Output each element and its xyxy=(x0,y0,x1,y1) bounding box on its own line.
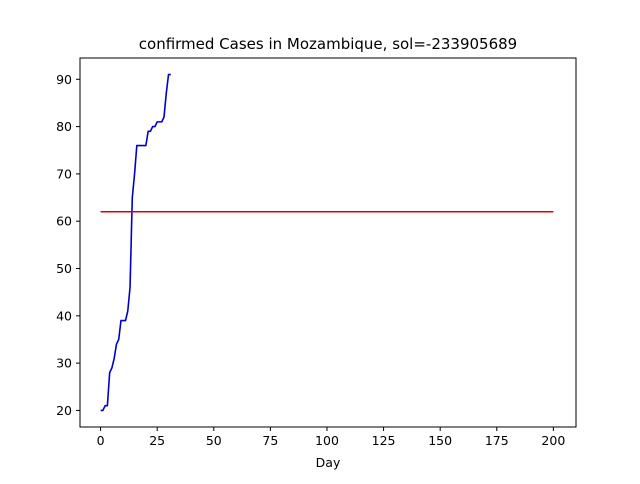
y-tick-label: 60 xyxy=(56,214,72,229)
series-line-confirmed xyxy=(100,73,171,412)
y-tick-label: 90 xyxy=(56,72,72,87)
x-tick-label: 50 xyxy=(206,433,222,448)
y-tick-label: 30 xyxy=(56,356,72,371)
y-tick-label: 50 xyxy=(56,261,72,276)
chart-title: confirmed Cases in Mozambique, sol=-2339… xyxy=(139,35,517,53)
y-axis: 20 30 40 50 60 70 80 90 xyxy=(56,72,80,418)
y-tick-label: 80 xyxy=(56,119,72,134)
y-tick-label: 40 xyxy=(56,308,72,323)
x-tick-label: 125 xyxy=(372,433,396,448)
plot-frame xyxy=(79,57,577,428)
x-axis: 0 25 50 75 100 125 150 175 200 xyxy=(97,427,565,448)
y-tick-label: 20 xyxy=(56,403,72,418)
x-tick-label: 100 xyxy=(315,433,339,448)
x-tick-label: 75 xyxy=(262,433,278,448)
x-axis-label: Day xyxy=(316,455,341,470)
x-tick-label: 0 xyxy=(97,433,105,448)
x-tick-label: 150 xyxy=(428,433,452,448)
x-tick-label: 175 xyxy=(485,433,509,448)
y-tick-label: 70 xyxy=(56,166,72,181)
x-tick-label: 25 xyxy=(149,433,165,448)
x-tick-label: 200 xyxy=(541,433,565,448)
